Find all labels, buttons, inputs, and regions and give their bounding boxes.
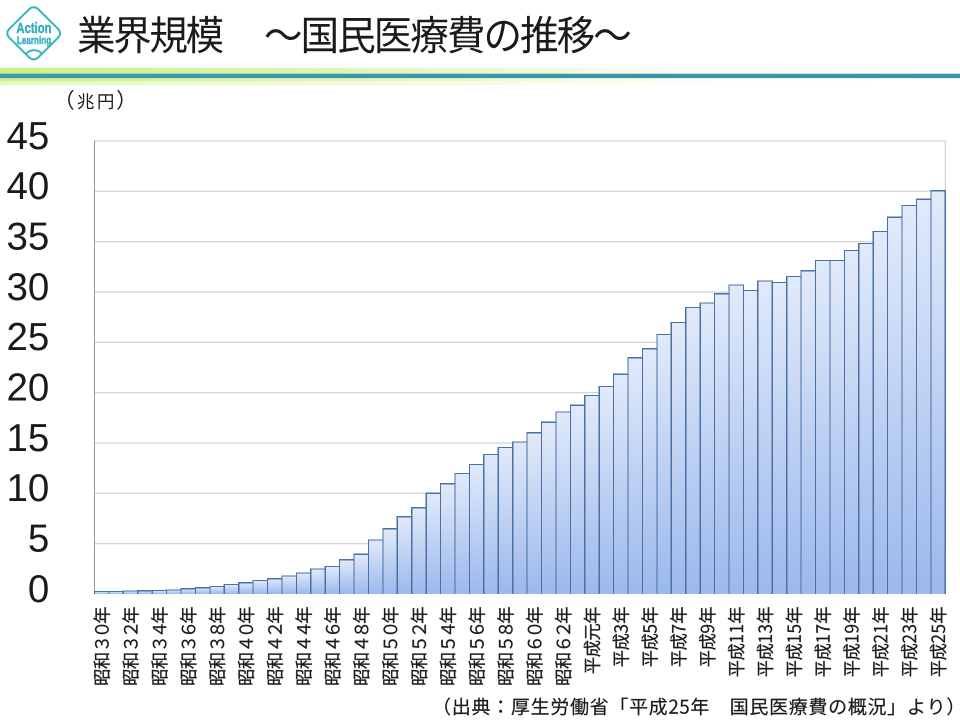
svg-text:Learning: Learning — [17, 35, 51, 48]
svg-text:Action: Action — [16, 20, 51, 37]
svg-text:20: 20 — [6, 367, 49, 410]
svg-text:0: 0 — [28, 568, 49, 611]
svg-text:25: 25 — [6, 316, 49, 359]
svg-text:40: 40 — [6, 165, 49, 208]
svg-text:10: 10 — [6, 467, 49, 510]
svg-text:45: 45 — [6, 115, 49, 158]
svg-text:30: 30 — [6, 266, 49, 309]
svg-text:35: 35 — [6, 216, 49, 259]
svg-text:15: 15 — [6, 417, 49, 460]
svg-text:5: 5 — [28, 518, 49, 561]
